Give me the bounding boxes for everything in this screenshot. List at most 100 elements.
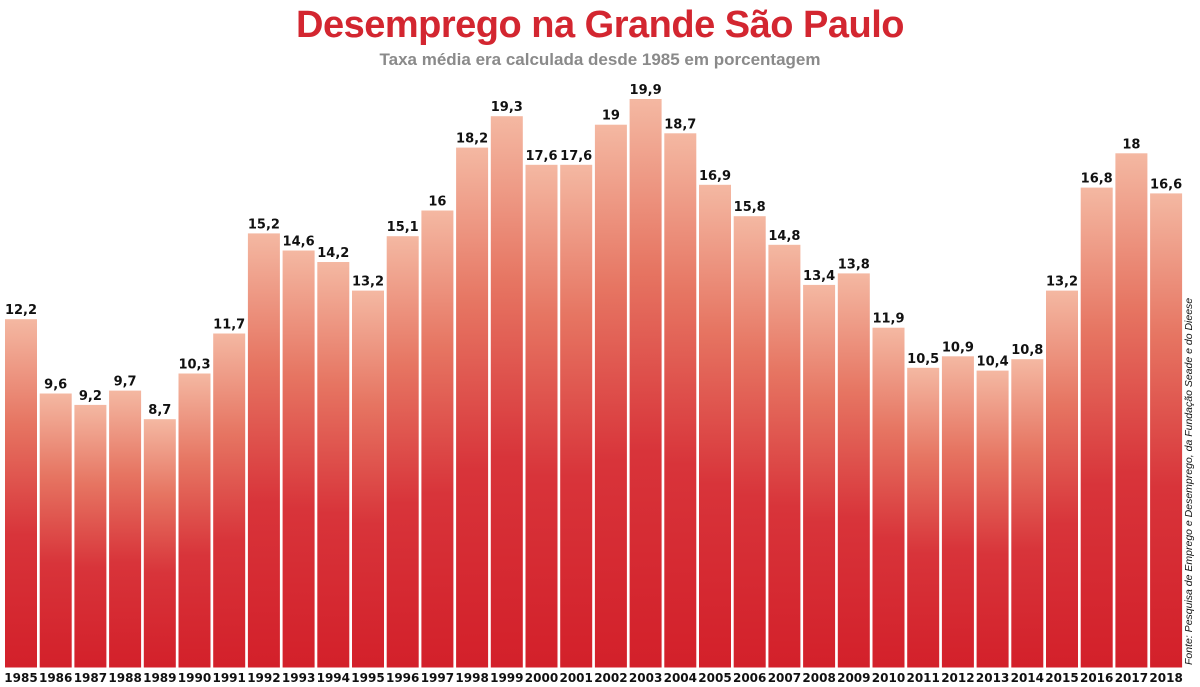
value-label-1998: 18,2	[456, 132, 488, 147]
value-label-1991: 11,7	[213, 318, 245, 333]
bar-2015	[1046, 290, 1078, 668]
value-label-2010: 11,9	[872, 312, 904, 327]
value-label-1996: 15,1	[387, 220, 419, 235]
bar-2017	[1115, 153, 1148, 669]
bar-1996	[386, 236, 419, 668]
bar-2010	[872, 327, 905, 668]
bar-2012	[941, 356, 974, 668]
x-tick-1998: 1998	[455, 671, 488, 685]
value-label-1999: 19,3	[491, 100, 523, 115]
x-tick-2000: 2000	[525, 671, 558, 685]
bar-1986	[39, 393, 72, 668]
bar-1998	[456, 147, 489, 669]
value-label-1994: 14,2	[317, 246, 349, 261]
x-tick-1990: 1990	[178, 671, 211, 685]
value-label-2014: 10,8	[1011, 343, 1043, 358]
value-label-1993: 14,6	[283, 235, 315, 250]
x-tick-2008: 2008	[802, 671, 835, 685]
value-labels-group: 12,29,69,29,78,710,311,715,214,614,213,2…	[5, 83, 1182, 418]
x-tick-1988: 1988	[108, 671, 141, 685]
x-tick-2015: 2015	[1045, 671, 1078, 685]
x-tick-1986: 1986	[39, 671, 72, 685]
value-label-2009: 13,8	[838, 257, 870, 272]
source-note: Fonte: Pesquisa de Emprego e Desemprego,…	[1183, 298, 1195, 665]
value-label-2018: 16,6	[1150, 177, 1182, 192]
value-label-1997: 16	[428, 195, 446, 210]
value-label-2017: 18	[1122, 137, 1140, 152]
value-label-2006: 15,8	[734, 200, 766, 215]
x-tick-2009: 2009	[837, 671, 870, 685]
x-tick-1999: 1999	[490, 671, 523, 685]
x-tick-2005: 2005	[698, 671, 731, 685]
value-label-2005: 16,9	[699, 169, 731, 184]
bar-2013	[976, 370, 1009, 668]
x-tick-1987: 1987	[74, 671, 107, 685]
bar-2005	[699, 184, 731, 669]
value-label-2003: 19,9	[630, 83, 662, 98]
x-tick-1994: 1994	[317, 671, 350, 685]
value-label-2013: 10,4	[977, 355, 1009, 370]
x-tick-2017: 2017	[1115, 671, 1148, 685]
bar-2006	[733, 216, 766, 668]
x-tick-1993: 1993	[282, 671, 315, 685]
bar-2007	[768, 244, 801, 669]
x-tick-2013: 2013	[976, 671, 1009, 685]
bar-2018	[1150, 193, 1183, 668]
value-label-2012: 10,9	[942, 340, 974, 355]
bar-2003	[629, 99, 662, 668]
bar-1989	[143, 419, 176, 668]
value-label-1995: 13,2	[352, 275, 384, 290]
value-label-2007: 14,8	[768, 229, 800, 244]
bar-1993	[282, 250, 315, 668]
bar-2014	[1011, 359, 1044, 668]
x-tick-1991: 1991	[212, 671, 245, 685]
value-label-1986: 9,6	[44, 378, 67, 393]
x-tick-1995: 1995	[351, 671, 384, 685]
bar-1999	[490, 116, 523, 668]
x-tick-2002: 2002	[594, 671, 627, 685]
x-tick-1997: 1997	[421, 671, 454, 685]
bar-1997	[421, 210, 454, 668]
value-label-2016: 16,8	[1081, 172, 1113, 187]
x-tick-2006: 2006	[733, 671, 766, 685]
value-label-1990: 10,3	[178, 358, 210, 373]
x-tick-1996: 1996	[386, 671, 419, 685]
bar-1987	[74, 404, 107, 668]
bar-1994	[317, 262, 350, 668]
value-label-2015: 13,2	[1046, 275, 1078, 290]
value-label-2008: 13,4	[803, 269, 835, 284]
chart-title: Desemprego na Grande São Paulo	[296, 4, 904, 46]
x-tick-2018: 2018	[1149, 671, 1182, 685]
value-label-2002: 19	[602, 109, 620, 124]
bar-2001	[560, 164, 593, 669]
bar-2002	[594, 124, 627, 668]
x-tick-2004: 2004	[664, 671, 697, 685]
bars-group	[5, 99, 1183, 669]
value-label-1985: 12,2	[5, 303, 37, 318]
x-tick-1992: 1992	[247, 671, 280, 685]
chart-subtitle: Taxa média era calculada desde 1985 em p…	[379, 50, 821, 69]
x-tick-2016: 2016	[1080, 671, 1113, 685]
value-label-2011: 10,5	[907, 352, 939, 367]
x-tick-2012: 2012	[941, 671, 974, 685]
value-label-2000: 17,6	[525, 149, 557, 164]
x-tick-1985: 1985	[4, 671, 37, 685]
bar-2011	[907, 367, 940, 668]
x-tick-2010: 2010	[872, 671, 905, 685]
bar-1991	[213, 333, 246, 668]
bar-2000	[525, 164, 558, 669]
x-tick-2001: 2001	[559, 671, 592, 685]
bar-2016	[1080, 187, 1113, 668]
value-label-1987: 9,2	[79, 389, 102, 404]
x-tick-2007: 2007	[768, 671, 801, 685]
x-tick-2011: 2011	[906, 671, 939, 685]
bar-1995	[352, 290, 384, 668]
x-tick-2003: 2003	[629, 671, 662, 685]
value-label-1988: 9,7	[114, 375, 137, 390]
x-tick-2014: 2014	[1011, 671, 1044, 685]
bar-2009	[837, 273, 870, 668]
bar-1992	[247, 233, 280, 668]
bar-1988	[109, 390, 142, 668]
value-label-2004: 18,7	[664, 117, 696, 132]
